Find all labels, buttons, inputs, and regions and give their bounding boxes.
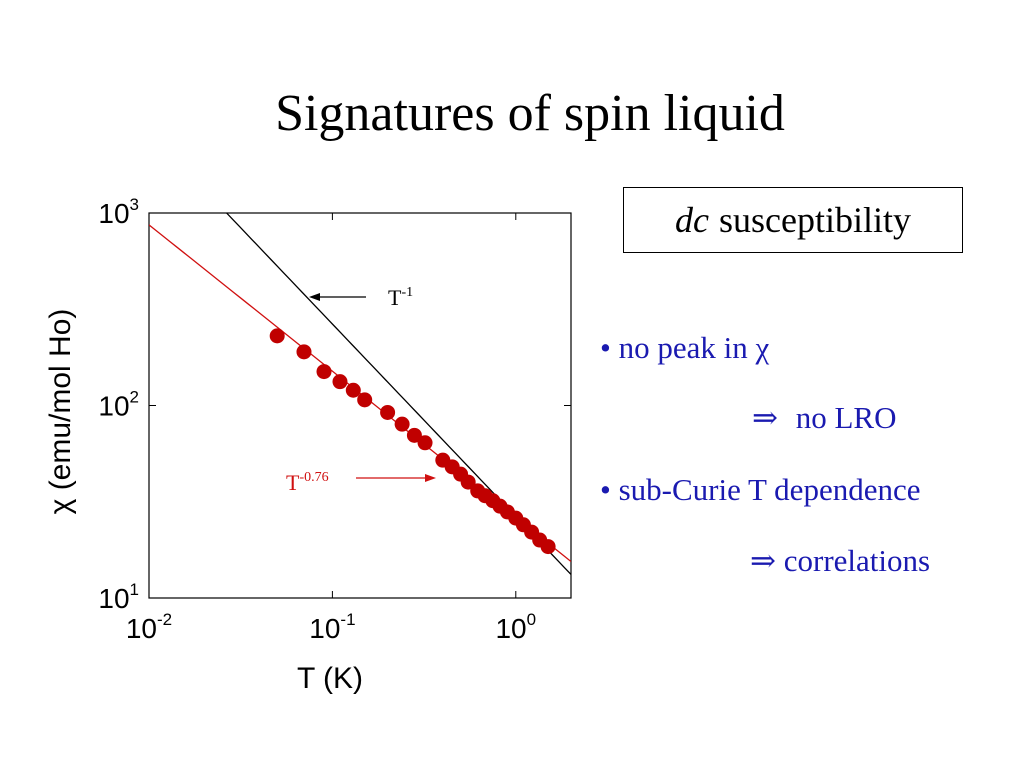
annotation-label-t-1: T-1: [388, 285, 413, 310]
dc-susceptibility-box: dc susceptibility: [623, 187, 963, 253]
bullet-text: correlations: [783, 543, 931, 578]
implies-icon: ⇒: [750, 543, 776, 578]
bullet-text: sub-Curie T dependence: [618, 472, 921, 507]
bullet-text: no peak in χ: [618, 330, 770, 365]
bullet-marker: •: [600, 330, 611, 365]
arrowhead-icon: [425, 474, 436, 482]
x-axis-title: T (K): [297, 662, 363, 695]
slide-title: Signatures of spin liquid: [275, 85, 785, 142]
bullet-marker: •: [600, 472, 611, 507]
susceptibility-chart: 10-2 10-1 100 101 102 103 T (K) χ (emu/mol Ho) T…: [44, 195, 572, 695]
bullet-no-lro: ⇒ no LRO: [752, 400, 896, 436]
data-point: [406, 427, 422, 443]
data-point: [357, 392, 373, 408]
x-tick-label: 10-2: [126, 610, 172, 644]
data-point: [269, 328, 285, 344]
implies-icon: ⇒: [752, 400, 778, 435]
bullet-sub-curie: • sub-Curie T dependence: [600, 472, 920, 508]
y-tick-label: 101: [98, 580, 139, 614]
susceptibility-label: susceptibility: [718, 200, 911, 240]
data-point: [460, 474, 476, 490]
data-point: [394, 416, 410, 432]
bullet-no-peak: • no peak in χ: [600, 330, 769, 366]
data-point: [417, 435, 433, 451]
y-tick-label: 102: [98, 388, 139, 422]
annotation-label-t-0.76: T-0.76: [286, 470, 329, 495]
x-tick-label: 100: [495, 610, 536, 644]
data-point: [345, 382, 361, 398]
data-point: [296, 344, 312, 360]
y-tick-label: 103: [98, 195, 139, 229]
x-tick-label: 10-1: [309, 610, 355, 644]
data-point: [316, 364, 332, 380]
arrowhead-icon: [309, 293, 320, 301]
data-point: [380, 404, 396, 420]
data-point: [540, 539, 556, 555]
chart-panel: 10-2 10-1 100 101 102 103 T (K) χ (emu/mol Ho) T…: [22, 172, 580, 700]
data-point: [332, 374, 348, 390]
bullet-correlations: ⇒ correlations: [750, 543, 930, 579]
bullet-text: no LRO: [795, 400, 897, 435]
dc-label: dc: [675, 200, 709, 240]
y-axis-title: χ (emu/mol Ho): [44, 309, 77, 515]
